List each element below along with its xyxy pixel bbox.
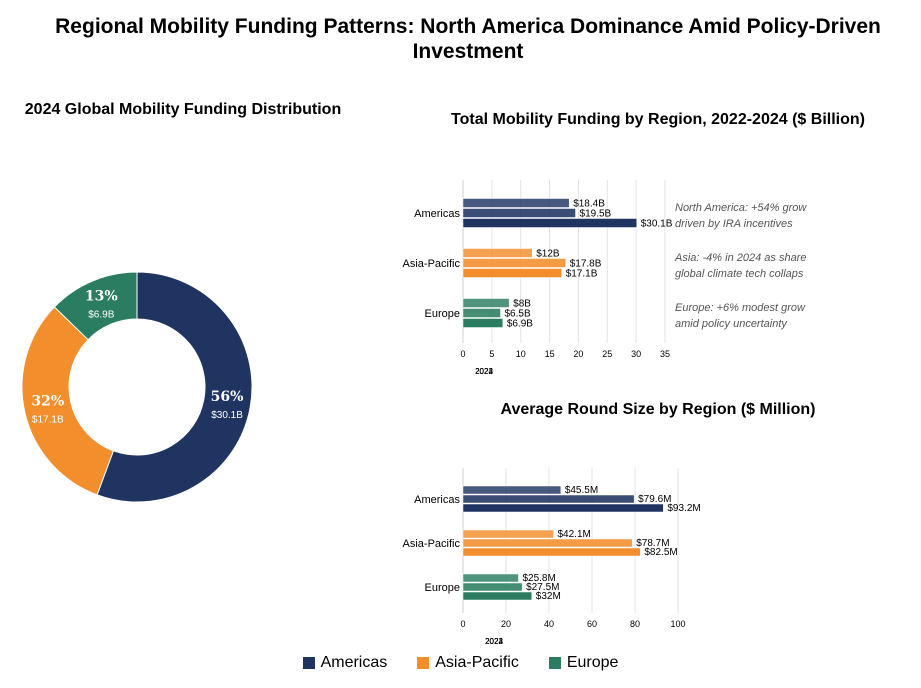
bar-value-label-americas-2023: $79.6M bbox=[638, 494, 671, 505]
x-tick-label: 100 bbox=[670, 619, 685, 629]
bar-asia-pacific-2024 bbox=[462, 547, 641, 557]
x-tick-label: 0 bbox=[460, 349, 465, 359]
annotation-asia-pacific-line-2: global climate tech collaps bbox=[675, 268, 804, 280]
donut-amount-label-americas: $30.1B bbox=[211, 410, 243, 421]
bar-value-label-europe-2024: $6.9B bbox=[507, 319, 533, 330]
bar-value-label-asia-pacific-2022: $12B bbox=[536, 249, 560, 260]
series-year-label-2022: 2022 bbox=[485, 637, 503, 646]
legend-item-asia-pacific: Asia-Pacific bbox=[417, 654, 519, 672]
bar-europe-2024 bbox=[462, 318, 504, 328]
main-title-line-1: Regional Mobility Funding Patterns: Nort… bbox=[55, 15, 881, 38]
x-tick-label: 30 bbox=[631, 349, 641, 359]
funding-bar-chart: 0 5 10 15 20 25 30 35 Americas $18.4B$19.5B $30.1B… bbox=[403, 180, 807, 376]
x-tick-label: 0 bbox=[460, 619, 465, 629]
x-tick-label: 80 bbox=[630, 619, 640, 629]
category-label-asia-pacific: Asia-Pacific bbox=[403, 538, 461, 550]
x-tick-label: 20 bbox=[573, 349, 583, 359]
category-label-asia-pacific: Asia-Pacific bbox=[403, 258, 461, 270]
category-label-americas: Americas bbox=[414, 494, 460, 506]
bar-value-label-americas-2022: $18.4B bbox=[573, 199, 605, 210]
bar-value-label-asia-pacific-2023: $78.7M bbox=[636, 538, 669, 549]
bar-europe-2023 bbox=[462, 582, 523, 592]
legend-swatch-europe bbox=[548, 657, 561, 669]
bar-value-label-europe-2023: $6.5B bbox=[505, 309, 531, 320]
x-tick-label: 35 bbox=[660, 349, 670, 359]
round-size-bar-chart: 0 20 40 60 80 100 Americas $45.5M $79.6M$93.2M As… bbox=[403, 468, 701, 646]
annotation-asia-pacific-line-1: Asia: -4% in 2024 as share bbox=[674, 252, 806, 264]
legend-item-americas: Americas bbox=[302, 654, 388, 672]
donut-pct-label-americas: 56% bbox=[211, 389, 244, 405]
donut-slice-americas bbox=[96, 271, 253, 503]
annotation-americas-line-1: North America: +54% grow bbox=[675, 202, 807, 214]
donut-pct-label-europe: 13% bbox=[85, 289, 118, 305]
bar-value-label-asia-pacific-2024: $82.5M bbox=[644, 547, 677, 558]
bar-asia-pacific-2022 bbox=[462, 248, 533, 258]
category-label-europe: Europe bbox=[425, 308, 460, 320]
round-size-chart-title: Average Round Size by Region ($ Million) bbox=[501, 401, 816, 418]
bar-europe-2024 bbox=[462, 591, 533, 601]
x-tick-label: 10 bbox=[516, 349, 526, 359]
bar-value-label-americas-2023: $19.5B bbox=[580, 209, 612, 220]
bar-value-label-asia-pacific-2023: $17.8B bbox=[570, 259, 602, 270]
bar-europe-2023 bbox=[462, 308, 501, 318]
bar-value-label-europe-2023: $27.5M bbox=[526, 582, 559, 593]
bar-americas-2023 bbox=[462, 494, 635, 504]
bar-americas-2022 bbox=[462, 485, 562, 495]
category-label-europe: Europe bbox=[425, 582, 460, 594]
bar-europe-2022 bbox=[462, 298, 510, 308]
donut-pct-label-asia-pacific: 32% bbox=[31, 393, 64, 409]
x-tick-label: 5 bbox=[489, 349, 494, 359]
bar-americas-2023 bbox=[462, 208, 576, 218]
series-year-label-2024: 2024 bbox=[475, 367, 493, 376]
x-tick-label: 25 bbox=[602, 349, 612, 359]
category-label-americas: Americas bbox=[414, 208, 460, 220]
legend-label-europe: Europe bbox=[566, 654, 619, 671]
legend: Americas Asia-Pacific Europe bbox=[0, 654, 921, 672]
annotation-europe-line-1: Europe: +6% modest grow bbox=[675, 302, 806, 314]
bar-value-label-asia-pacific-2024: $17.1B bbox=[566, 269, 598, 280]
annotation-europe-line-2: amid policy uncertainty bbox=[675, 318, 788, 330]
bar-value-label-europe-2022: $8B bbox=[513, 299, 531, 310]
bar-value-label-americas-2022: $45.5M bbox=[565, 485, 598, 496]
donut-amount-label-asia-pacific: $17.1B bbox=[32, 414, 64, 425]
series-year-label-2024: 2024 bbox=[485, 637, 503, 646]
legend-swatch-asia-pacific bbox=[417, 657, 430, 669]
bar-americas-2022 bbox=[462, 198, 570, 208]
legend-label-americas: Americas bbox=[320, 654, 388, 671]
bar-europe-2022 bbox=[462, 573, 519, 583]
bar-value-label-americas-2024: $93.2M bbox=[667, 503, 700, 514]
annotation-americas-line-2: driven by IRA incentives bbox=[675, 218, 793, 230]
legend-label-asia-pacific: Asia-Pacific bbox=[435, 654, 519, 671]
main-title-line-2: Investment bbox=[413, 40, 524, 63]
series-year-label-2023: 2023 bbox=[485, 637, 503, 646]
x-tick-label: 15 bbox=[545, 349, 555, 359]
bar-value-label-europe-2022: $25.8M bbox=[522, 573, 555, 584]
bar-value-label-americas-2024: $30.1B bbox=[641, 219, 673, 230]
series-year-label-2023: 2023 bbox=[475, 367, 493, 376]
donut-title: 2024 Global Mobility Funding Distributio… bbox=[25, 101, 341, 118]
bar-americas-2024 bbox=[462, 503, 664, 513]
funding-chart-title: Total Mobility Funding by Region, 2022-2… bbox=[451, 111, 865, 128]
series-year-label-2022: 2022 bbox=[475, 367, 493, 376]
bar-value-label-asia-pacific-2022: $42.1M bbox=[558, 529, 591, 540]
bar-value-label-europe-2024: $32M bbox=[536, 591, 561, 602]
bar-asia-pacific-2023 bbox=[462, 538, 633, 548]
donut-slice-europe bbox=[53, 271, 138, 341]
bar-asia-pacific-2024 bbox=[462, 268, 562, 278]
bar-asia-pacific-2023 bbox=[462, 258, 566, 268]
x-tick-label: 20 bbox=[501, 619, 511, 629]
donut-chart: 56% $30.1B 32% $17.1B 13% $6.9B bbox=[21, 271, 253, 503]
bar-americas-2024 bbox=[462, 218, 637, 228]
bar-asia-pacific-2022 bbox=[462, 529, 554, 539]
chart-canvas: Regional Mobility Funding Patterns: Nort… bbox=[21, 15, 881, 646]
donut-slice-asia-pacific bbox=[21, 306, 115, 496]
donut-amount-label-europe: $6.9B bbox=[88, 310, 114, 321]
legend-item-europe: Europe bbox=[548, 654, 619, 672]
legend-swatch-americas bbox=[302, 657, 315, 669]
x-tick-label: 40 bbox=[544, 619, 554, 629]
x-tick-label: 60 bbox=[587, 619, 597, 629]
